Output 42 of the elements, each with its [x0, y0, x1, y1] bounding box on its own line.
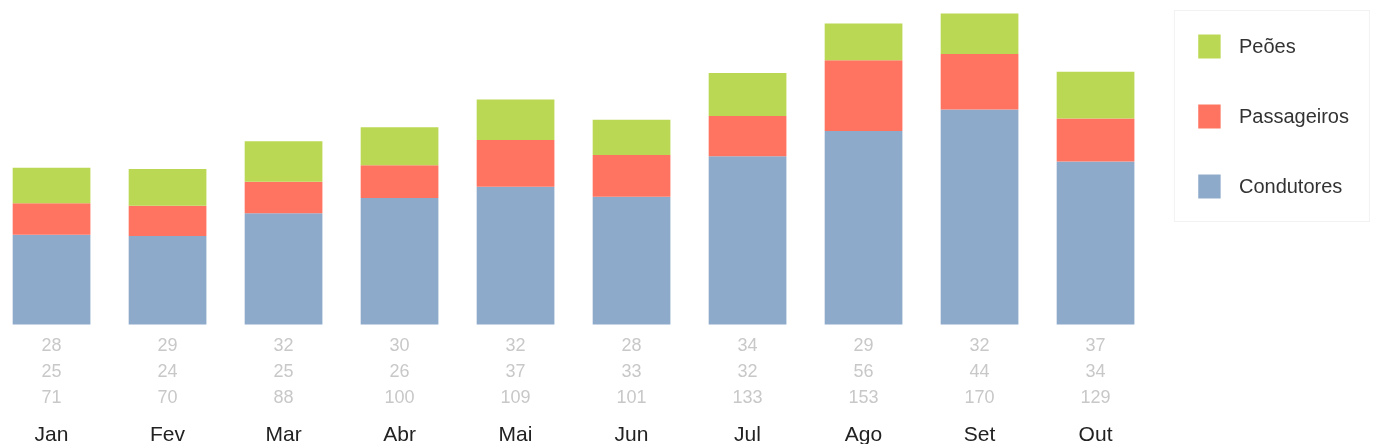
bar [592, 119, 671, 156]
x-tick-label: Fev [150, 422, 186, 444]
bar [128, 205, 207, 236]
bar [1056, 71, 1135, 119]
bar [244, 213, 323, 325]
bar [476, 186, 555, 325]
x-tick-label: Jan [34, 422, 69, 444]
bar [940, 109, 1019, 325]
bar [1056, 118, 1135, 162]
x-tick-label: Out [1078, 422, 1113, 444]
bar [1056, 161, 1135, 325]
x-tick-label: Abr [383, 422, 416, 444]
x-tick-label: Mai [498, 422, 533, 444]
bar [940, 53, 1019, 110]
x-tick-label: Jul [734, 422, 761, 444]
bar [128, 169, 207, 206]
bar [824, 23, 903, 61]
bar [12, 234, 91, 325]
bar [244, 141, 323, 182]
bar [476, 139, 555, 187]
bar [824, 60, 903, 132]
legend-label: Passageiros [1238, 104, 1349, 128]
x-tick-label: Set [963, 422, 996, 444]
bar [708, 72, 787, 116]
bar [128, 236, 207, 325]
bar [940, 13, 1019, 54]
bar [360, 198, 439, 325]
bar [476, 99, 555, 140]
legend-label: Peões [1238, 34, 1296, 58]
bar [12, 203, 91, 235]
bar [244, 181, 323, 214]
x-tick-label: Mar [265, 422, 302, 444]
bar [360, 165, 439, 199]
bar [708, 115, 787, 157]
bar [592, 196, 671, 325]
bar [12, 167, 91, 204]
x-tick-label: Jun [614, 422, 649, 444]
bar [592, 155, 671, 197]
legend-label: Condutores [1238, 174, 1343, 198]
bar [360, 127, 439, 166]
bar [824, 131, 903, 325]
bar [708, 156, 787, 325]
